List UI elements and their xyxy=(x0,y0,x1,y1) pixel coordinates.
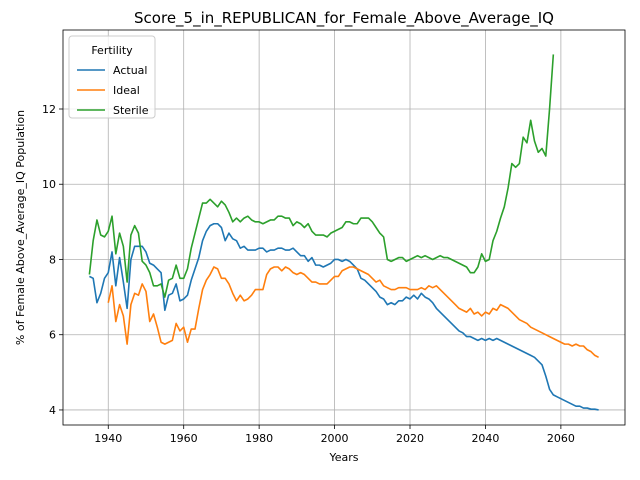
x-tick-label: 2060 xyxy=(547,432,575,445)
legend-label-sterile: Sterile xyxy=(113,104,149,117)
x-tick-label: 2020 xyxy=(396,432,424,445)
plot-frame xyxy=(62,29,626,426)
y-tick-label: 12 xyxy=(42,103,56,116)
y-axis-ticks: 4 6 8 10 12 xyxy=(42,103,63,417)
legend: Fertility Actual Ideal Sterile xyxy=(68,35,156,119)
y-tick-label: 6 xyxy=(49,329,56,342)
legend-label-actual: Actual xyxy=(113,64,147,77)
series-lines xyxy=(88,54,599,411)
grid xyxy=(63,30,625,425)
series-line-sterile xyxy=(88,54,555,298)
series-line-ideal xyxy=(107,266,599,359)
y-tick-label: 8 xyxy=(49,253,56,266)
y-axis-label: % of Female Above_Average_IQ Population xyxy=(14,110,27,345)
legend-box xyxy=(68,35,156,119)
x-tick-label: 2040 xyxy=(471,432,499,445)
chart-title: Score_5_in_REPUBLICAN_for_Female_Above_A… xyxy=(134,9,554,28)
x-tick-label: 1980 xyxy=(245,432,273,445)
legend-items: Actual Ideal Sterile xyxy=(77,64,149,117)
y-tick-label: 4 xyxy=(49,404,56,417)
x-tick-label: 2000 xyxy=(321,432,349,445)
y-tick-label: 10 xyxy=(42,178,56,191)
legend-label-ideal: Ideal xyxy=(113,84,140,97)
x-tick-label: 1960 xyxy=(170,432,198,445)
x-tick-label: 1940 xyxy=(94,432,122,445)
legend-title: Fertility xyxy=(91,44,133,57)
x-axis-label: Years xyxy=(328,451,358,464)
x-axis-ticks: 1940 1960 1980 2000 2020 2040 2060 xyxy=(94,425,575,445)
series-line-actual xyxy=(89,222,599,411)
